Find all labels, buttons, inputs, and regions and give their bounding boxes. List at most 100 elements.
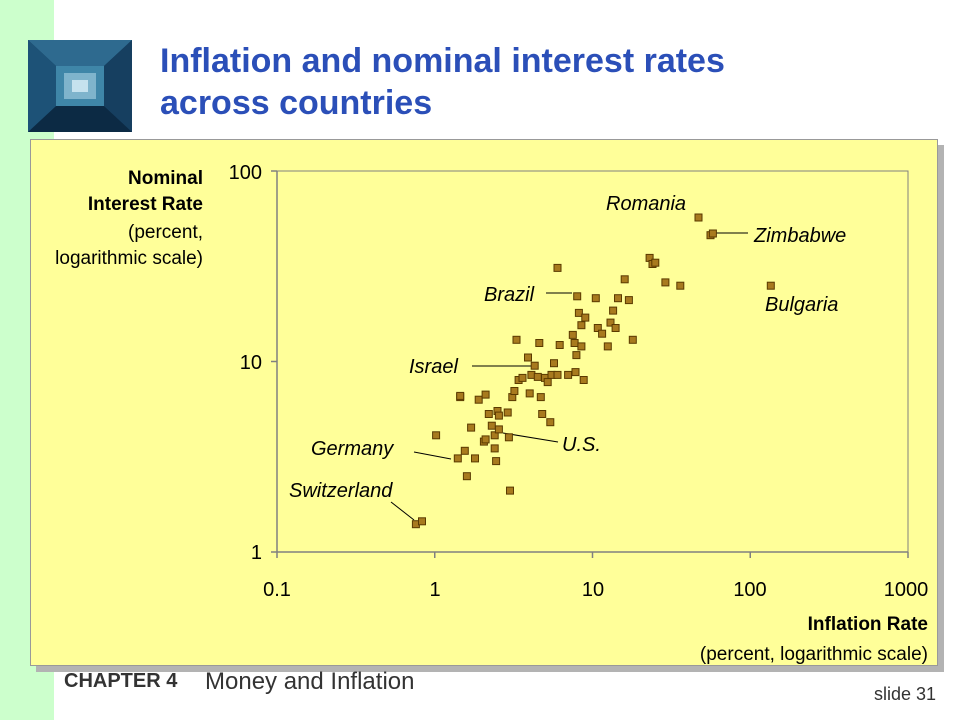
data-point bbox=[572, 351, 581, 360]
data-point bbox=[661, 278, 670, 287]
data-point bbox=[564, 370, 573, 379]
data-point bbox=[481, 390, 490, 399]
data-point bbox=[530, 361, 539, 370]
data-point bbox=[593, 324, 602, 332]
slide-title-line2: across countries bbox=[160, 84, 433, 122]
x-tick-label: 0.1 bbox=[263, 579, 291, 601]
data-point bbox=[553, 370, 562, 379]
x-tick-label: 10 bbox=[582, 579, 604, 601]
axis-ticks bbox=[271, 170, 909, 558]
data-points bbox=[411, 213, 775, 529]
data-point bbox=[574, 308, 583, 317]
x-axis-title: Inflation Rate bbox=[808, 614, 928, 635]
data-point bbox=[462, 472, 471, 481]
data-point bbox=[550, 359, 558, 368]
country-label-brazil: Brazil bbox=[484, 284, 535, 306]
data-point bbox=[471, 454, 479, 463]
slide-title: Inflation and nominal interest rates acr… bbox=[160, 40, 940, 124]
y-tick-label: 10 bbox=[240, 352, 262, 374]
data-point bbox=[536, 393, 545, 402]
data-point bbox=[591, 294, 600, 303]
data-point bbox=[525, 389, 534, 398]
country-label-switzerland: Switzerland bbox=[289, 480, 393, 502]
data-point bbox=[510, 387, 519, 395]
country-label-germany: Germany bbox=[311, 438, 394, 460]
data-point bbox=[490, 444, 499, 453]
country-label-romania: Romania bbox=[606, 193, 686, 215]
data-point bbox=[418, 517, 426, 526]
y-axis-title-line4: logarithmic scale) bbox=[55, 248, 203, 269]
data-point bbox=[611, 324, 620, 332]
y-axis-title-line1: Nominal bbox=[128, 168, 203, 189]
slide-title-line1: Inflation and nominal interest rates bbox=[160, 42, 725, 80]
footer-chapter: CHAPTER 4 bbox=[64, 670, 178, 692]
y-axis-title-line2: Interest Rate bbox=[88, 194, 203, 215]
data-point bbox=[494, 411, 503, 420]
data-point bbox=[628, 335, 637, 344]
footer-chapter-subject: Money and Inflation bbox=[205, 668, 415, 695]
slide-number: slide 31 bbox=[873, 684, 936, 704]
x-tick-label: 100 bbox=[733, 579, 766, 601]
data-point bbox=[573, 292, 582, 301]
data-point bbox=[708, 229, 717, 238]
data-point bbox=[553, 263, 562, 272]
data-point bbox=[533, 372, 542, 381]
data-point bbox=[624, 296, 633, 305]
data-point bbox=[494, 425, 503, 434]
data-point bbox=[543, 378, 552, 387]
y-tick-label: 100 bbox=[229, 162, 262, 184]
data-point bbox=[535, 339, 544, 347]
data-point bbox=[546, 418, 555, 427]
data-point bbox=[456, 391, 465, 400]
data-point bbox=[484, 410, 493, 418]
data-point bbox=[504, 433, 513, 442]
data-point bbox=[512, 335, 521, 344]
data-point bbox=[524, 353, 532, 362]
data-point bbox=[694, 213, 703, 222]
data-point bbox=[467, 423, 476, 432]
x-axis-subtitle: (percent, logarithmic scale) bbox=[700, 644, 928, 665]
data-point bbox=[676, 281, 685, 290]
country-label-israel: Israel bbox=[409, 356, 458, 378]
data-point bbox=[460, 446, 469, 455]
y-axis-title-line3: (percent, bbox=[128, 222, 203, 243]
data-point bbox=[432, 431, 441, 440]
x-tick-label: 1 bbox=[429, 579, 440, 601]
data-point bbox=[474, 395, 483, 404]
data-point bbox=[503, 408, 512, 417]
data-point bbox=[570, 339, 579, 347]
chapter-logo-image bbox=[28, 40, 132, 132]
data-point bbox=[651, 258, 660, 267]
data-point bbox=[568, 330, 577, 339]
leader-line-germany bbox=[413, 451, 452, 460]
plot-area bbox=[276, 170, 909, 553]
data-point bbox=[492, 457, 501, 466]
data-point bbox=[490, 431, 499, 440]
data-point bbox=[603, 342, 612, 351]
data-point bbox=[577, 321, 586, 330]
leader-line-switzerland bbox=[390, 501, 415, 521]
x-tick-label: 1000 bbox=[884, 579, 929, 601]
data-point bbox=[620, 275, 629, 284]
data-point bbox=[598, 329, 607, 338]
country-label-bulgaria: Bulgaria bbox=[765, 294, 838, 316]
data-point bbox=[487, 421, 496, 430]
data-point bbox=[453, 454, 462, 463]
country-label-us: U.S. bbox=[562, 434, 601, 456]
data-point bbox=[581, 313, 590, 322]
data-point bbox=[614, 294, 622, 303]
data-point bbox=[606, 318, 615, 327]
data-point bbox=[579, 376, 588, 384]
data-point bbox=[481, 435, 490, 444]
data-point bbox=[518, 373, 527, 382]
country-label-zimbabwe: Zimbabwe bbox=[753, 225, 846, 247]
data-point bbox=[577, 342, 586, 351]
data-point bbox=[506, 486, 514, 495]
data-point bbox=[571, 368, 580, 377]
data-point bbox=[538, 410, 547, 418]
data-point bbox=[766, 281, 775, 290]
y-tick-label: 1 bbox=[251, 542, 262, 564]
data-point bbox=[555, 341, 564, 349]
data-point bbox=[609, 306, 618, 315]
